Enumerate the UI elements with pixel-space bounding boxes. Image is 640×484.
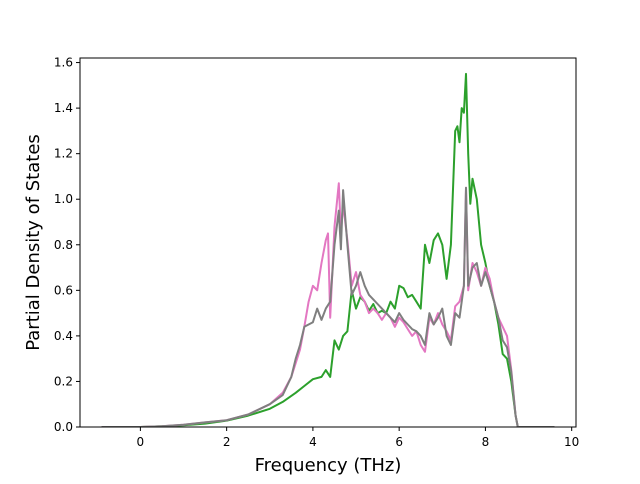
y-axis-label: Partial Density of States — [23, 134, 44, 351]
y-tick-label: 1.4 — [54, 101, 73, 115]
x-tick-label: 6 — [395, 435, 403, 449]
y-tick-label: 1.2 — [54, 147, 73, 161]
y-tick-label: 0.8 — [54, 238, 73, 252]
x-tick-label: 8 — [482, 435, 490, 449]
x-tick-label: 4 — [309, 435, 317, 449]
x-tick-label: 10 — [564, 435, 579, 449]
x-ticks: 0 2 4 6 8 10 — [137, 427, 579, 449]
y-tick-label: 1.6 — [54, 56, 73, 70]
y-ticks: 0.0 0.2 0.4 0.6 0.8 1.0 1.2 1.4 1.6 — [54, 56, 80, 434]
y-tick-label: 0.2 — [54, 374, 73, 388]
series-line-1 — [101, 72, 555, 427]
y-tick-label: 0.4 — [54, 329, 73, 343]
x-tick-label: 2 — [223, 435, 231, 449]
y-tick-label: 0.6 — [54, 283, 73, 297]
x-tick-label: 0 — [137, 435, 145, 449]
axes-frame — [79, 57, 577, 428]
x-axis-label: Frequency (THz) — [255, 455, 402, 476]
y-tick-label: 1.0 — [54, 192, 73, 206]
y-tick-label: 0.0 — [54, 420, 73, 434]
series-layer — [101, 72, 555, 427]
series-line-3 — [101, 186, 555, 427]
